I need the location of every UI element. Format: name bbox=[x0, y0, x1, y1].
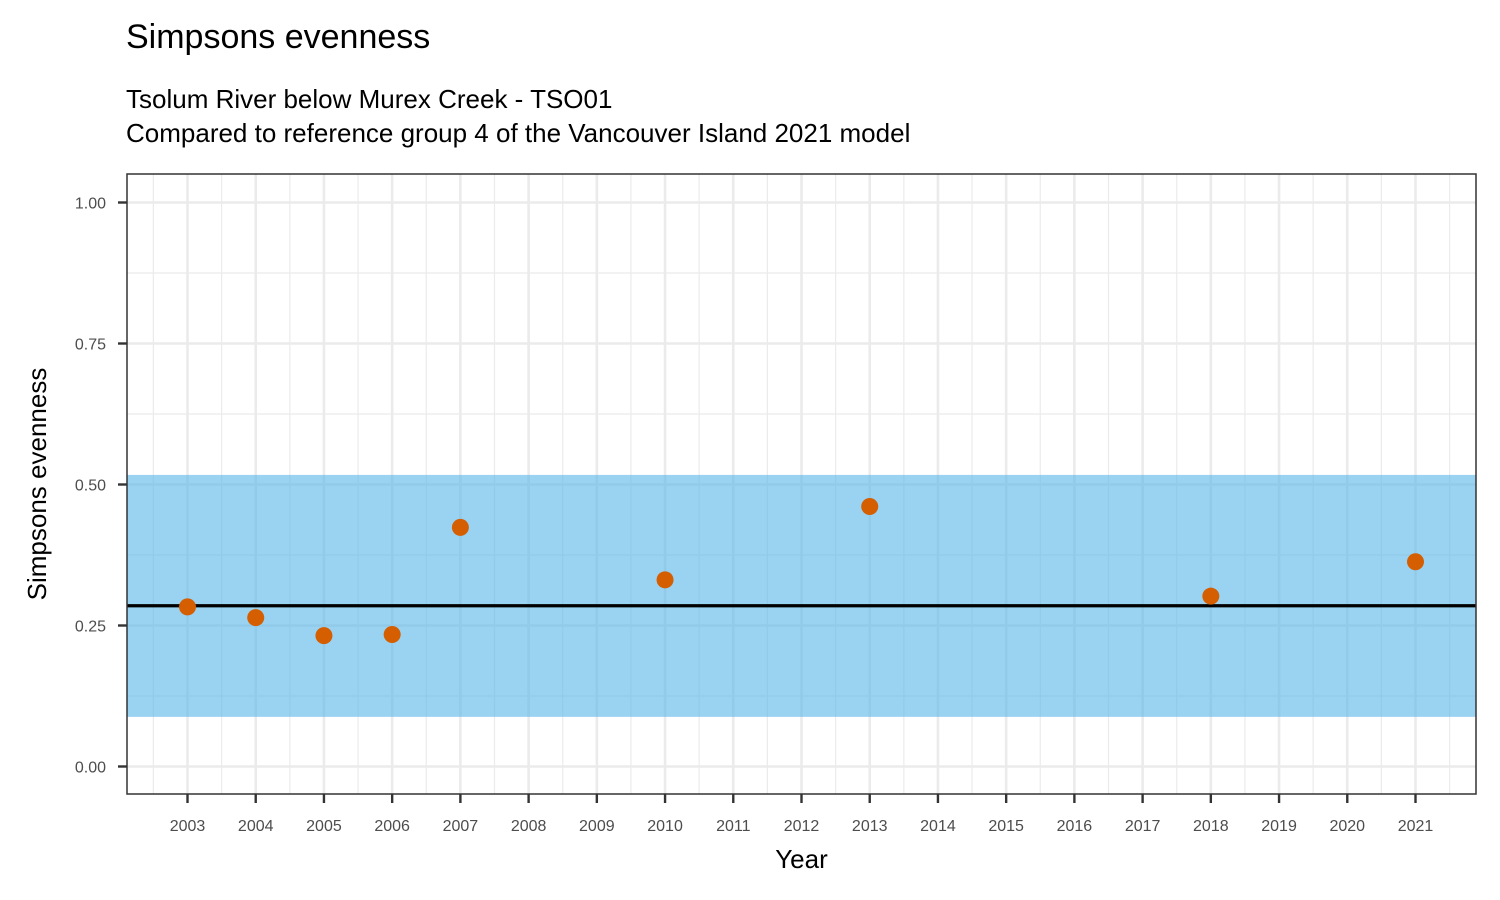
x-axis: 2003 2004 2005 2006 2007 2008 2009 2010 2011 2012… bbox=[170, 794, 1434, 835]
x-tick-label: 2016 bbox=[1057, 818, 1093, 835]
x-tick-label: 2014 bbox=[920, 818, 956, 835]
x-tick-label: 2003 bbox=[170, 818, 206, 835]
data-point bbox=[383, 626, 401, 644]
x-tick-label: 2012 bbox=[784, 818, 820, 835]
x-tick-label: 2017 bbox=[1125, 818, 1161, 835]
x-tick-label: 2021 bbox=[1398, 818, 1434, 835]
x-tick-label: 2018 bbox=[1193, 818, 1229, 835]
y-tick-label: 0.50 bbox=[75, 478, 106, 495]
data-point bbox=[315, 627, 333, 645]
data-point bbox=[179, 598, 196, 616]
x-tick-label: 2007 bbox=[443, 818, 479, 835]
y-tick-label: 0.25 bbox=[75, 619, 106, 636]
data-points bbox=[179, 497, 1424, 645]
chart-subtitle: Tsolum River below Murex Creek - TSO01 C… bbox=[126, 82, 910, 150]
y-tick-label: 1.00 bbox=[75, 196, 106, 213]
data-point bbox=[1407, 553, 1424, 571]
x-tick-label: 2013 bbox=[852, 818, 888, 835]
x-tick-label: 2015 bbox=[988, 818, 1024, 835]
x-tick-label: 2008 bbox=[511, 818, 547, 835]
y-axis: 0.00 0.25 0.50 0.75 1.00 bbox=[75, 196, 127, 777]
subtitle-line-2: Compared to reference group 4 of the Van… bbox=[126, 118, 911, 148]
chart-title: Simpsons evenness bbox=[126, 18, 431, 56]
data-point bbox=[247, 609, 265, 627]
y-tick-label: 0.00 bbox=[75, 760, 106, 777]
x-tick-label: 2005 bbox=[306, 818, 342, 835]
y-tick-label: 0.75 bbox=[75, 337, 106, 354]
x-tick-label: 2011 bbox=[716, 818, 751, 835]
data-point bbox=[861, 497, 879, 515]
subtitle-line-1: Tsolum River below Murex Creek - TSO01 bbox=[126, 84, 613, 114]
data-point bbox=[1202, 587, 1220, 605]
x-tick-label: 2004 bbox=[238, 818, 274, 835]
x-tick-label: 2006 bbox=[374, 818, 410, 835]
x-tick-label: 2019 bbox=[1261, 818, 1297, 835]
x-tick-label: 2010 bbox=[647, 818, 683, 835]
data-point bbox=[451, 518, 469, 536]
reference-band bbox=[127, 474, 1476, 717]
data-point bbox=[656, 571, 674, 589]
x-tick-label: 2009 bbox=[579, 818, 615, 835]
x-axis-title: Year bbox=[775, 844, 828, 874]
y-axis-title: Simpsons evenness bbox=[22, 368, 52, 601]
x-tick-label: 2020 bbox=[1329, 818, 1365, 835]
